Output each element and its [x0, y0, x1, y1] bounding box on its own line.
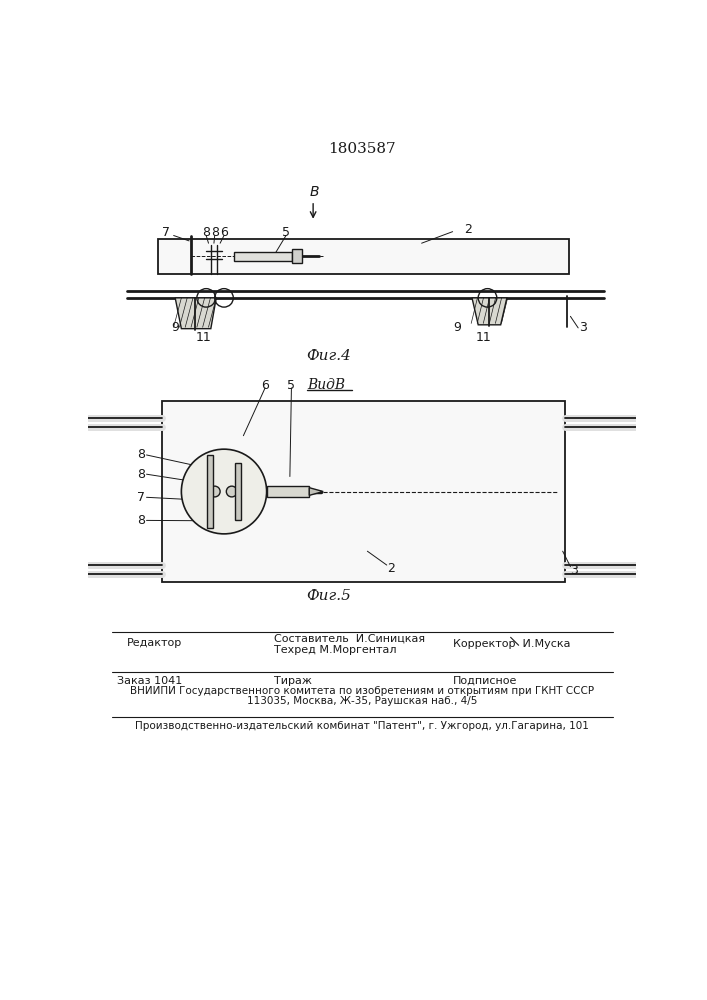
Text: 5: 5	[288, 379, 296, 392]
Text: Составитель  И.Синицкая: Составитель И.Синицкая	[274, 634, 426, 644]
Text: 11: 11	[195, 331, 211, 344]
Text: 2: 2	[387, 562, 395, 575]
Text: 8: 8	[137, 468, 145, 481]
Text: 8: 8	[137, 448, 145, 461]
Circle shape	[226, 486, 237, 497]
Text: ВидВ: ВидВ	[307, 378, 345, 392]
Text: Подписное: Подписное	[452, 676, 517, 686]
Circle shape	[209, 486, 220, 497]
Bar	[162, 401, 565, 582]
Text: Редактор: Редактор	[127, 638, 182, 648]
Text: 3: 3	[571, 564, 578, 577]
Text: 8: 8	[211, 226, 218, 239]
Text: Фиг.5: Фиг.5	[306, 589, 351, 603]
Polygon shape	[175, 298, 216, 329]
Polygon shape	[472, 298, 507, 325]
Bar	[267, 486, 309, 497]
Text: 9: 9	[453, 321, 461, 334]
Text: 8: 8	[137, 514, 145, 527]
Text: 7: 7	[162, 226, 170, 239]
Text: 113035, Москва, Ж-35, Раушская наб., 4/5: 113035, Москва, Ж-35, Раушская наб., 4/5	[247, 696, 477, 706]
Text: 1803587: 1803587	[328, 142, 396, 156]
Text: 5: 5	[282, 226, 290, 239]
Bar	[292, 249, 301, 263]
Text: 6: 6	[220, 226, 228, 239]
Text: B: B	[309, 185, 319, 199]
Text: 7: 7	[137, 491, 145, 504]
Bar	[235, 463, 241, 520]
Text: 11: 11	[476, 331, 491, 344]
Text: 9: 9	[171, 321, 179, 334]
Text: Фиг.4: Фиг.4	[306, 349, 351, 363]
Text: Заказ 1041: Заказ 1041	[117, 676, 182, 686]
Text: Производственно-издательский комбинат "Патент", г. Ужгород, ул.Гагарина, 101: Производственно-издательский комбинат "П…	[135, 721, 589, 731]
Text: ВНИИПИ Государственного комитета по изобретениям и открытиям при ГКНТ СССР: ВНИИПИ Государственного комитета по изоб…	[130, 686, 594, 696]
Circle shape	[182, 449, 267, 534]
Polygon shape	[309, 488, 323, 495]
Text: Тираж: Тираж	[274, 676, 312, 686]
Text: 6: 6	[261, 379, 269, 392]
Text: Корректор  И.Муска: Корректор И.Муска	[452, 639, 570, 649]
Text: Техред М.Моргентал: Техред М.Моргентал	[274, 645, 397, 655]
Bar	[158, 239, 569, 274]
Bar	[207, 455, 213, 528]
Bar	[234, 252, 292, 261]
Text: 3: 3	[579, 321, 587, 334]
Text: 2: 2	[464, 223, 472, 236]
Text: 8: 8	[202, 226, 210, 239]
